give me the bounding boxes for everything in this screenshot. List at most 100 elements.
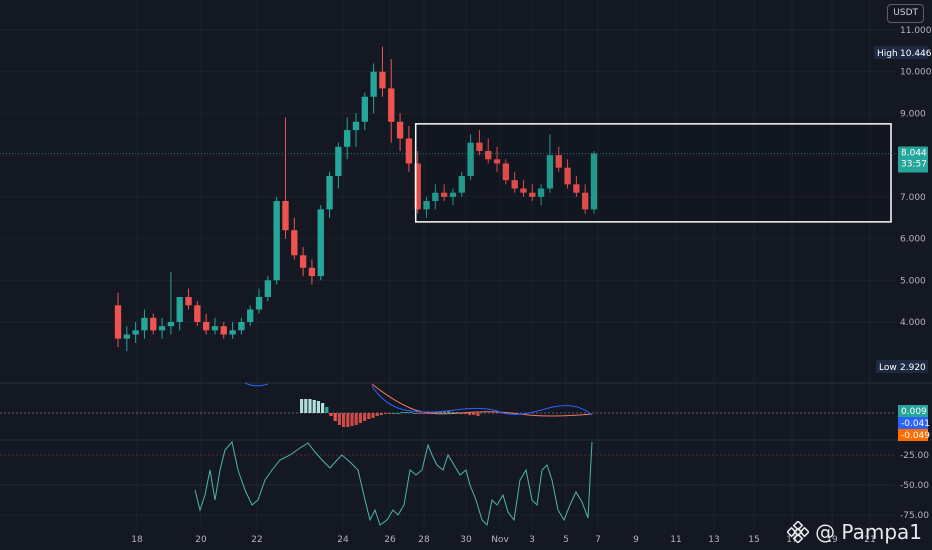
macd-histogram-bar — [379, 413, 383, 415]
watermark-text: @ Pampa1 — [815, 520, 922, 544]
macd-histogram-bar — [354, 413, 358, 425]
candle-body — [273, 201, 280, 281]
range-box[interactable] — [414, 123, 892, 223]
macd-histogram-bar — [312, 400, 316, 413]
candle-body — [414, 163, 421, 210]
macd-histogram-bar — [325, 407, 329, 413]
macd-histogram-bar — [476, 413, 480, 416]
macd-histogram-bar — [367, 413, 371, 419]
price-axis-label: 5.000 — [900, 276, 926, 286]
candle-body — [361, 96, 368, 122]
macd-histogram-bar — [358, 413, 362, 423]
x-axis-label: 3 — [529, 535, 535, 545]
currency-selector[interactable]: USDT — [887, 4, 924, 23]
current-price-tag-bg — [898, 146, 928, 173]
candle-body — [440, 192, 448, 197]
oscillator-line — [194, 440, 593, 527]
macd-value-label: 0.009 — [901, 407, 927, 417]
high-value: 10.446 — [900, 49, 932, 59]
macd-histogram-bar — [321, 403, 325, 413]
macd-histogram-bar — [426, 413, 430, 414]
candle-body — [220, 326, 227, 335]
macd-histogram-bar — [463, 413, 467, 414]
candle-body — [229, 330, 236, 335]
macd-histogram-bar — [300, 399, 304, 413]
current-price-tag: 33:57 — [901, 159, 927, 169]
macd-histogram-bar — [346, 413, 350, 427]
macd-histogram-bar — [316, 401, 320, 413]
candle-body — [555, 155, 562, 168]
macd-histogram-bar — [392, 413, 396, 414]
price-axis-label: 6.000 — [900, 235, 926, 245]
macd-histogram-bar — [375, 413, 379, 416]
low-label: Low — [879, 363, 897, 373]
candle-body — [158, 326, 166, 331]
macd-histogram-bar — [396, 413, 400, 414]
candle-body — [150, 317, 157, 331]
macd-histogram-bar — [329, 413, 333, 416]
macd-value-bg — [898, 429, 928, 441]
macd-histogram-bar — [468, 413, 472, 415]
candle-body — [264, 280, 272, 297]
x-axis-label: 5 — [563, 535, 569, 545]
candle-body — [485, 150, 492, 160]
high-value-bg — [898, 46, 928, 59]
candle-body — [546, 155, 554, 189]
candle-body — [388, 88, 395, 122]
candle-body — [511, 180, 518, 189]
macd-histogram-bar — [363, 413, 367, 421]
candle-body — [573, 184, 580, 193]
candle-body — [396, 121, 404, 139]
macd-value-label: -0.041 — [901, 419, 930, 429]
price-axis-label: 11.000 — [900, 26, 932, 36]
macd-histogram-bar — [472, 413, 476, 415]
candle-body — [238, 322, 245, 331]
candle-body — [202, 322, 210, 331]
macd-signal-line — [371, 383, 593, 417]
macd-value-label: -0.049 — [901, 431, 930, 441]
macd-histogram-bar — [413, 413, 417, 414]
x-axis-label: 13 — [708, 535, 719, 545]
macd-histogram-bar — [409, 412, 413, 413]
candle-body — [564, 167, 571, 185]
macd-histogram-bar — [337, 413, 341, 425]
current-price-tag: 8.044 — [901, 148, 927, 158]
x-axis-label: 17 — [786, 535, 797, 545]
macd-histogram-bar — [442, 411, 446, 413]
candle-body — [458, 176, 465, 193]
oscillator-axis-label: -25.00 — [900, 451, 929, 461]
macd-histogram-bar — [308, 399, 312, 413]
candle-body — [176, 296, 183, 322]
macd-histogram-bar — [384, 413, 388, 414]
candle-body — [537, 188, 545, 197]
macd-histogram-bar — [434, 412, 438, 413]
macd-value-bg — [898, 417, 928, 429]
macd-histogram-bar — [421, 413, 425, 414]
candle-body — [291, 230, 298, 256]
candle-body — [467, 142, 474, 176]
candle-body — [405, 138, 413, 164]
candle-body — [247, 309, 254, 322]
price-axis-label: 4.000 — [900, 318, 926, 328]
price-axis-label: 10.000 — [900, 68, 932, 78]
macd-histogram-bar — [447, 411, 451, 413]
macd-value-bg — [898, 405, 928, 417]
candle-body — [493, 159, 501, 164]
high-label-bg — [874, 46, 898, 59]
macd-histogram-bar — [400, 412, 404, 413]
candle-body — [114, 305, 122, 339]
x-axis-label: 28 — [418, 535, 430, 545]
candle-body — [167, 322, 175, 327]
candle-body — [529, 192, 536, 197]
candle-body — [211, 326, 219, 331]
candle-body — [370, 71, 377, 97]
candle-body — [123, 334, 130, 339]
macd-histogram-bar — [388, 413, 392, 414]
candle-body — [432, 192, 439, 202]
x-axis-label: 11 — [670, 535, 681, 545]
x-axis-label: 18 — [131, 535, 143, 545]
candle-body — [582, 192, 589, 210]
oscillator-axis-label: -75.00 — [900, 511, 929, 521]
x-axis-label: Nov — [491, 535, 509, 545]
